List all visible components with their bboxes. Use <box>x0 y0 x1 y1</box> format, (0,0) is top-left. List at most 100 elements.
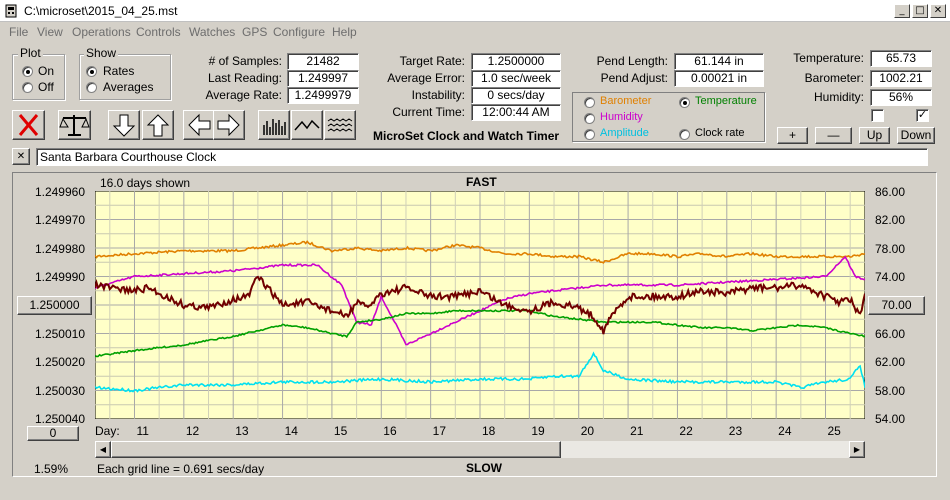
last-reading-field: 1.249997 <box>287 70 359 87</box>
balance-button[interactable] <box>58 110 91 140</box>
left-tick: 1.250010 <box>34 327 85 341</box>
minimize-button[interactable]: _ <box>894 4 910 18</box>
barometer-radio[interactable] <box>584 97 595 108</box>
checkbox-left[interactable] <box>871 109 884 122</box>
humidity-reading-label: Humidity: <box>813 90 864 104</box>
show-group-title: Show <box>84 46 119 60</box>
day-tick-label: 22 <box>679 424 693 438</box>
menu-watches[interactable]: Watches <box>189 25 236 39</box>
menu-configure[interactable]: Configure <box>273 25 326 39</box>
scroll-left-arrow[interactable]: ◀ <box>95 441 111 458</box>
arrow-right-button[interactable] <box>213 110 245 140</box>
horizontal-scrollbar[interactable]: ◀ ▶ <box>95 441 865 458</box>
show-group <box>79 54 171 100</box>
app-title: MicroSet Clock and Watch Timer <box>373 129 560 143</box>
target-rate-label: Target Rate: <box>399 54 465 68</box>
scale-plus-button[interactable]: + <box>777 127 808 144</box>
arrow-up-button[interactable] <box>142 110 174 140</box>
right-tick: 82.00 <box>875 213 906 227</box>
noise-button[interactable] <box>324 110 356 140</box>
smooth-button[interactable] <box>291 110 323 140</box>
pend-length-label: Pend Length: <box>596 54 668 68</box>
average-error-label: Average Error: <box>387 71 465 85</box>
show-rates-radio[interactable] <box>86 66 97 77</box>
right-tick: 62.00 <box>875 355 906 369</box>
grid-note: Each grid line = 0.691 secs/day <box>97 462 265 476</box>
amplitude-radio[interactable] <box>584 129 595 140</box>
left-tick: 1.250040 <box>34 412 85 426</box>
plot-off-radio[interactable] <box>22 82 33 93</box>
arrow-left-button[interactable] <box>183 110 215 140</box>
humidity-label: Humidity <box>600 111 643 123</box>
left-tick: 1.249970 <box>34 213 85 227</box>
zero-button[interactable]: 0 <box>27 426 79 441</box>
arrow-right-icon <box>217 113 240 137</box>
left-tick: 1.249990 <box>34 270 85 284</box>
instability-field: 0 secs/day <box>471 87 561 104</box>
wave-icon <box>294 119 320 131</box>
humidity-field: 56% <box>870 89 932 106</box>
app-icon <box>5 4 17 18</box>
percent-label: 1.59% <box>34 462 69 476</box>
right-tick: 74.00 <box>875 270 906 284</box>
day-tick-label: 14 <box>284 424 298 438</box>
day-tick-label: 19 <box>531 424 545 438</box>
scale-down-button[interactable]: Down <box>897 127 935 144</box>
current-time-label: Current Time: <box>392 105 465 119</box>
checkbox-right[interactable]: ✓ <box>916 109 929 122</box>
plot-group-title: Plot <box>18 46 43 60</box>
day-tick-label: 25 <box>827 424 841 438</box>
fast-label: FAST <box>466 175 497 189</box>
pend-length-field: 61.144 in <box>674 53 764 70</box>
left-center-button[interactable]: 1.250000 <box>17 296 92 315</box>
comment-input[interactable]: Santa Barbara Courthouse Clock <box>36 148 928 166</box>
clear-button[interactable] <box>12 110 45 140</box>
day-tick-label: 12 <box>185 424 200 438</box>
comment-close-button[interactable]: ✕ <box>12 148 30 165</box>
arrow-left-icon <box>188 113 211 137</box>
day-tick-label: 16 <box>383 424 397 438</box>
days-shown-label: 16.0 days shown <box>100 176 191 190</box>
title-bar: C:\microset\2015_04_25.mst _ □ ✕ <box>0 0 950 22</box>
clock-rate-radio[interactable] <box>679 129 690 140</box>
amplitude-label: Amplitude <box>600 127 649 139</box>
menu-help[interactable]: Help <box>332 25 357 39</box>
menu-operations[interactable]: Operations <box>72 25 131 39</box>
day-tick-label: 17 <box>432 424 446 438</box>
menu-bar: File View Operations Controls Watches GP… <box>0 22 950 42</box>
right-tick: 86.00 <box>875 185 906 199</box>
close-window-button[interactable]: ✕ <box>930 4 946 18</box>
menu-file[interactable]: File <box>9 25 29 39</box>
arrow-up-icon <box>146 114 170 137</box>
plot-on-radio[interactable] <box>22 66 33 77</box>
day-tick-label: 11 <box>136 424 149 438</box>
temperature-radio[interactable] <box>679 97 690 108</box>
left-tick: 1.250020 <box>34 355 85 369</box>
right-tick: 58.00 <box>875 384 906 398</box>
menu-controls[interactable]: Controls <box>136 25 181 39</box>
menu-gps[interactable]: GPS <box>242 25 268 39</box>
show-rates-label: Rates <box>103 64 135 78</box>
day-axis-label: Day: <box>95 424 120 438</box>
maximize-button[interactable]: □ <box>912 4 928 18</box>
show-averages-radio[interactable] <box>86 82 97 93</box>
right-tick: 66.00 <box>875 327 906 341</box>
scale-minus-button[interactable]: — <box>815 127 852 144</box>
temperature-label: Temperature <box>695 95 757 107</box>
scroll-thumb[interactable] <box>111 441 561 458</box>
average-error-field: 1.0 sec/week <box>471 70 561 87</box>
series-line <box>95 351 865 393</box>
graph-panel <box>12 172 937 477</box>
right-center-button[interactable]: 70.00 <box>868 296 925 315</box>
scale-up-button[interactable]: Up <box>859 127 890 144</box>
histogram-button[interactable] <box>258 110 290 140</box>
menu-view[interactable]: View <box>37 25 63 39</box>
left-tick: 1.249980 <box>34 242 85 256</box>
day-tick-label: 13 <box>235 424 249 438</box>
slow-label: SLOW <box>466 461 502 475</box>
show-averages-label: Averages <box>103 80 154 94</box>
temperature-field: 65.73 <box>870 50 932 67</box>
arrow-down-button[interactable] <box>108 110 140 140</box>
humidity-radio[interactable] <box>584 113 595 124</box>
scroll-right-arrow[interactable]: ▶ <box>849 441 865 458</box>
